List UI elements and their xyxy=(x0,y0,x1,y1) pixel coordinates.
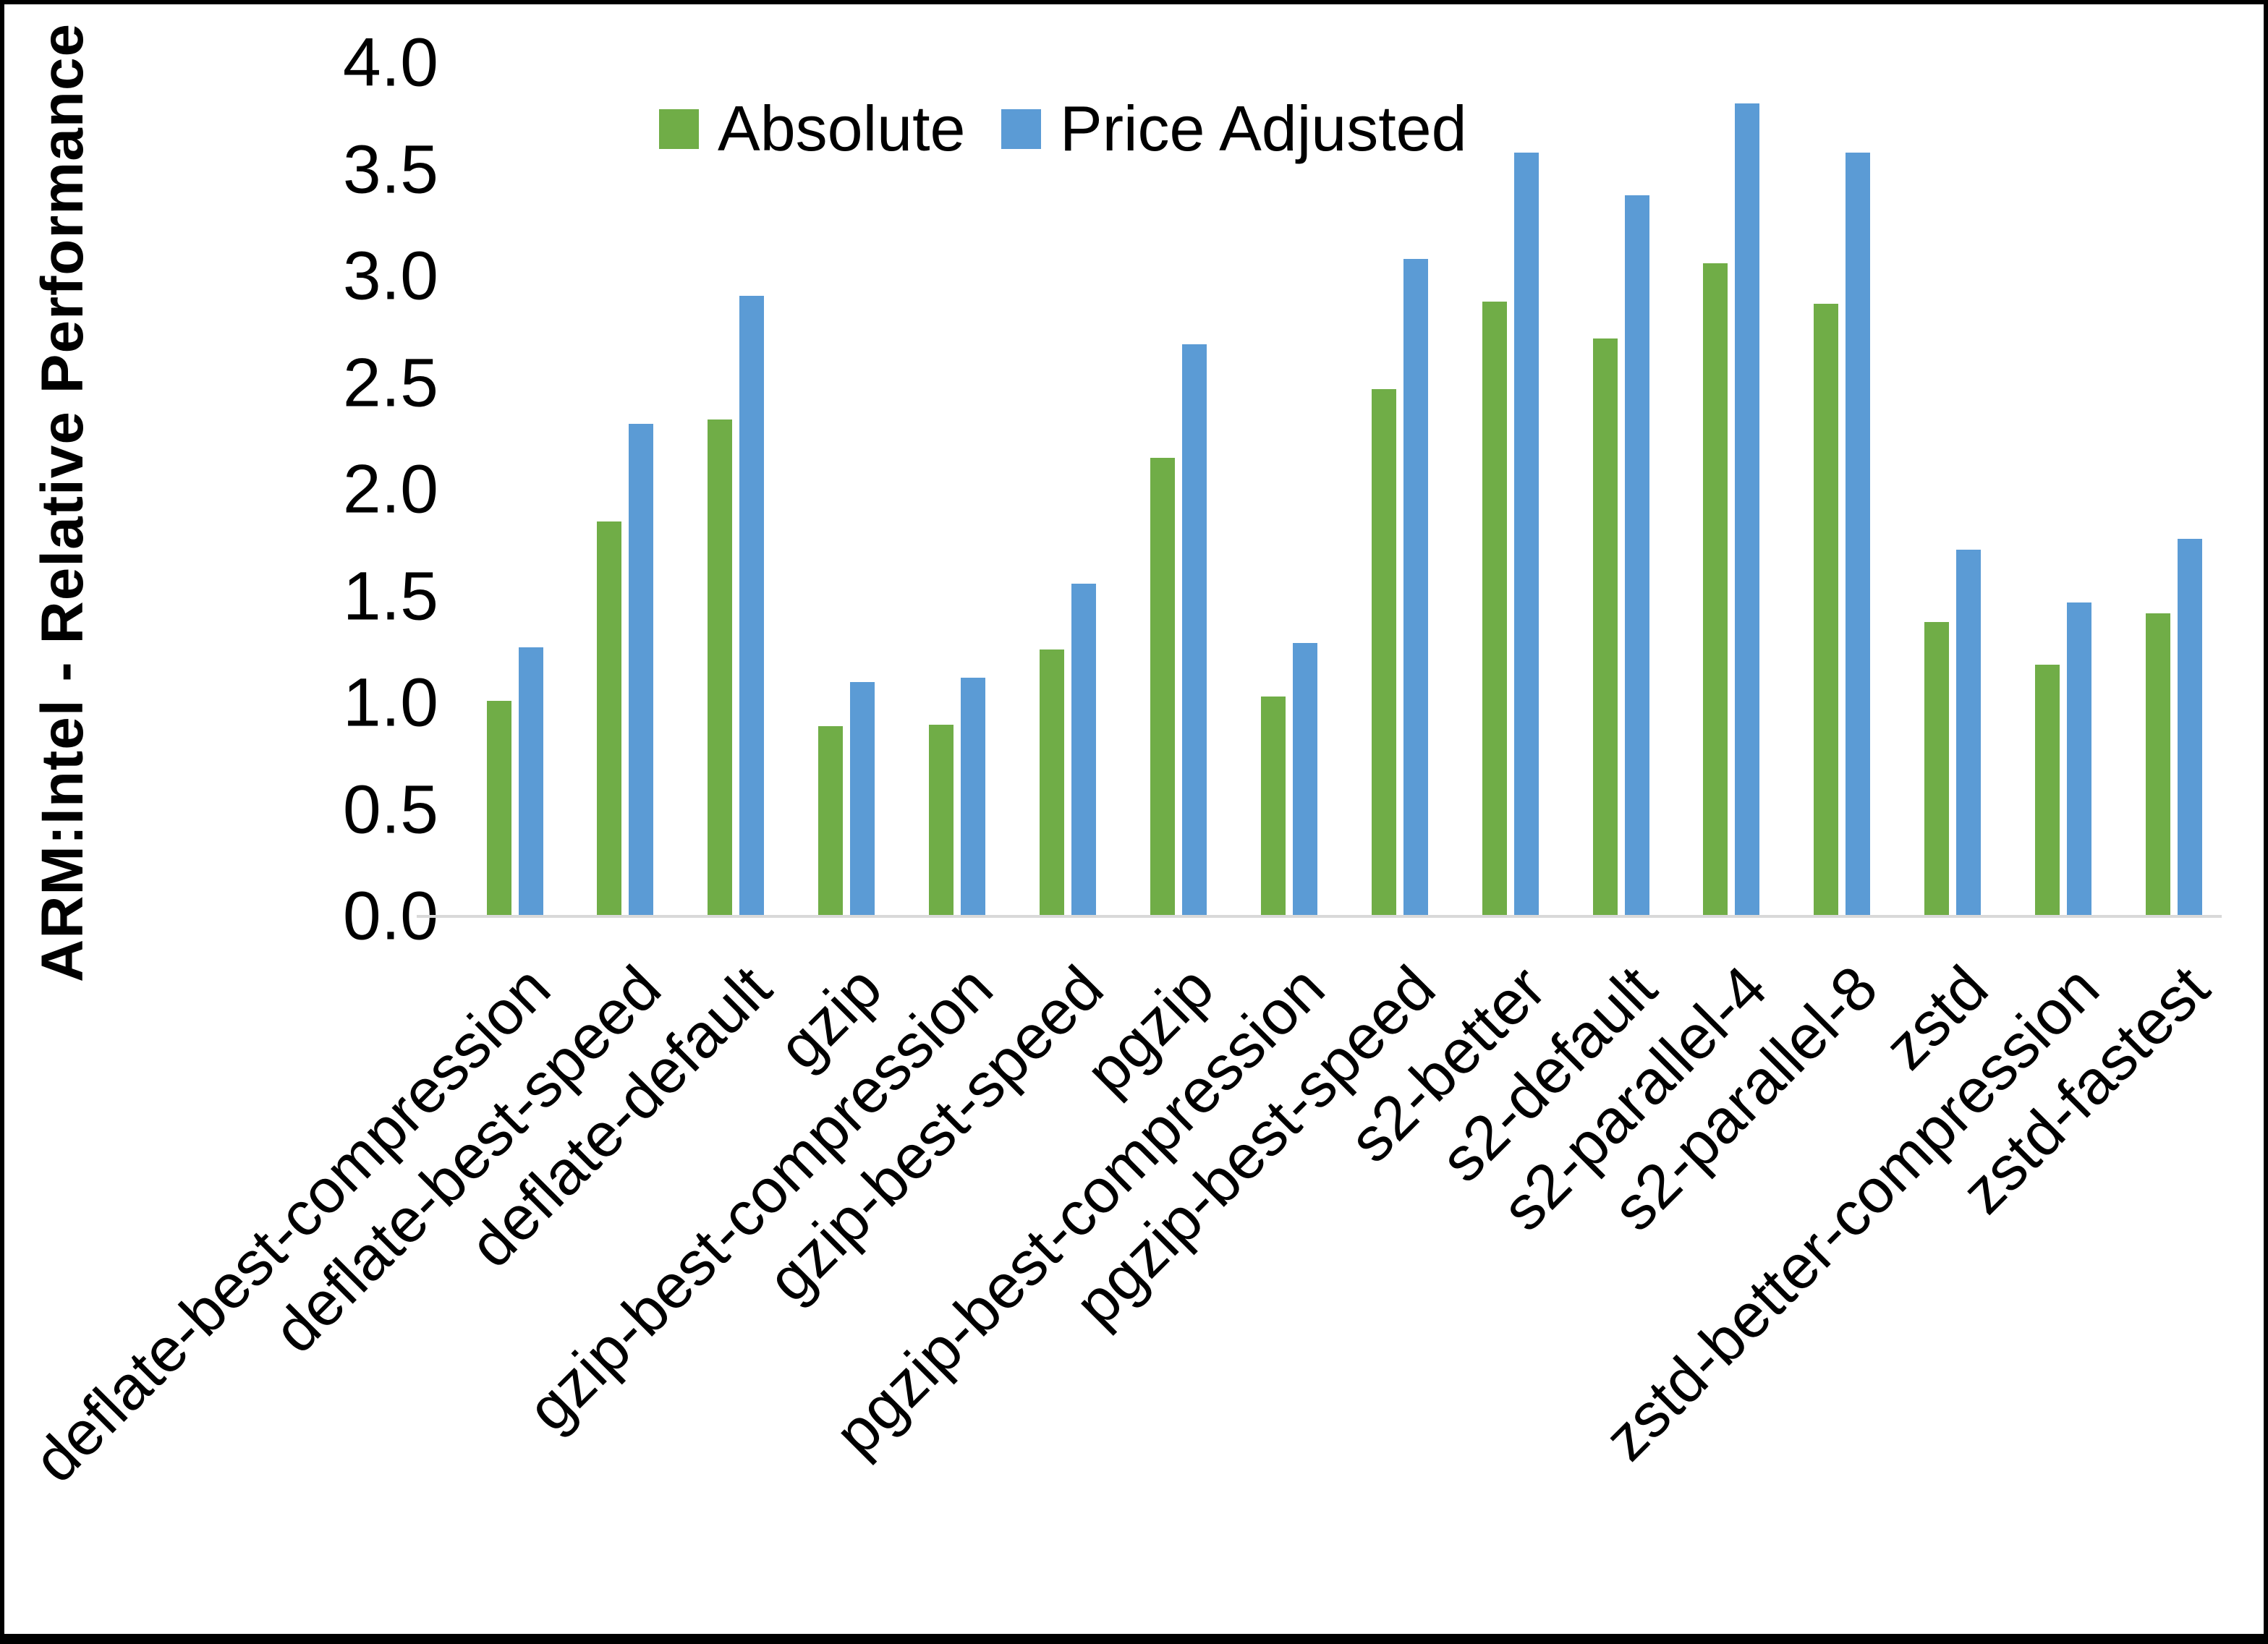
bar-price-adjusted-s2-parallel-4 xyxy=(1735,103,1760,916)
y-tick-label-1.5: 1.5 xyxy=(342,558,438,634)
bar-price-adjusted-s2-default xyxy=(1624,195,1649,916)
legend-item-absolute: Absolute xyxy=(659,97,965,161)
y-tick-label-4.0: 4.0 xyxy=(342,24,438,101)
y-tick-label-3.0: 3.0 xyxy=(342,237,438,315)
bar-absolute-gzip-best-compression xyxy=(929,724,954,916)
bar-price-adjusted-zstd xyxy=(1956,549,1982,916)
bar-price-adjusted-pgzip-best-speed xyxy=(1403,259,1428,916)
bar-price-adjusted-deflate-best-compression xyxy=(518,647,543,916)
legend-label-price-adjusted: Price Adjusted xyxy=(1060,93,1467,164)
bar-absolute-gzip-best-speed xyxy=(1040,649,1064,916)
y-tick-label-3.5: 3.5 xyxy=(342,131,438,208)
bar-price-adjusted-pgzip xyxy=(1181,344,1207,916)
bar-absolute-zstd-better-compression xyxy=(2035,664,2060,916)
legend-item-price-adjusted: Price Adjusted xyxy=(1001,97,1467,161)
bar-price-adjusted-zstd-better-compression xyxy=(2067,602,2092,916)
bar-absolute-pgzip-best-compression xyxy=(1260,697,1286,916)
bar-price-adjusted-deflate-best-speed xyxy=(629,423,654,916)
bar-absolute-deflate-default xyxy=(708,419,733,916)
y-tick-label-2.0: 2.0 xyxy=(342,451,438,528)
bar-absolute-s2-default xyxy=(1592,338,1618,916)
bar-price-adjusted-gzip-best-compression xyxy=(961,677,986,916)
bar-absolute-s2-parallel-8 xyxy=(1814,304,1839,916)
legend-label-absolute: Absolute xyxy=(718,93,966,164)
bar-price-adjusted-s2-better xyxy=(1513,152,1539,916)
bar-absolute-deflate-best-compression xyxy=(486,701,511,916)
bar-absolute-pgzip-best-speed xyxy=(1371,389,1396,916)
bar-absolute-pgzip xyxy=(1150,457,1175,916)
bar-price-adjusted-gzip xyxy=(850,681,875,916)
x-axis-line xyxy=(417,915,2222,918)
bar-price-adjusted-deflate-default xyxy=(739,295,765,916)
bar-absolute-gzip xyxy=(818,726,844,916)
bar-absolute-zstd-fastest xyxy=(2146,613,2170,916)
bar-absolute-deflate-best-speed xyxy=(597,521,622,916)
bar-price-adjusted-gzip-best-speed xyxy=(1071,583,1096,916)
legend-swatch-price-adjusted-icon xyxy=(1001,108,1041,149)
legend-swatch-absolute-icon xyxy=(659,108,699,149)
bar-absolute-s2-better xyxy=(1482,302,1507,916)
bar-price-adjusted-pgzip-best-compression xyxy=(1292,643,1317,916)
y-tick-label-0.5: 0.5 xyxy=(342,771,438,848)
bar-absolute-s2-parallel-4 xyxy=(1703,263,1728,916)
y-axis-title: ARM:Intel - Relative Performance xyxy=(30,22,95,982)
y-tick-label-1.0: 1.0 xyxy=(342,664,438,741)
y-tick-label-2.5: 2.5 xyxy=(342,344,438,421)
bar-price-adjusted-s2-parallel-8 xyxy=(1846,152,1871,916)
bar-price-adjusted-zstd-fastest xyxy=(2178,538,2202,916)
bar-absolute-zstd xyxy=(1924,621,1950,916)
